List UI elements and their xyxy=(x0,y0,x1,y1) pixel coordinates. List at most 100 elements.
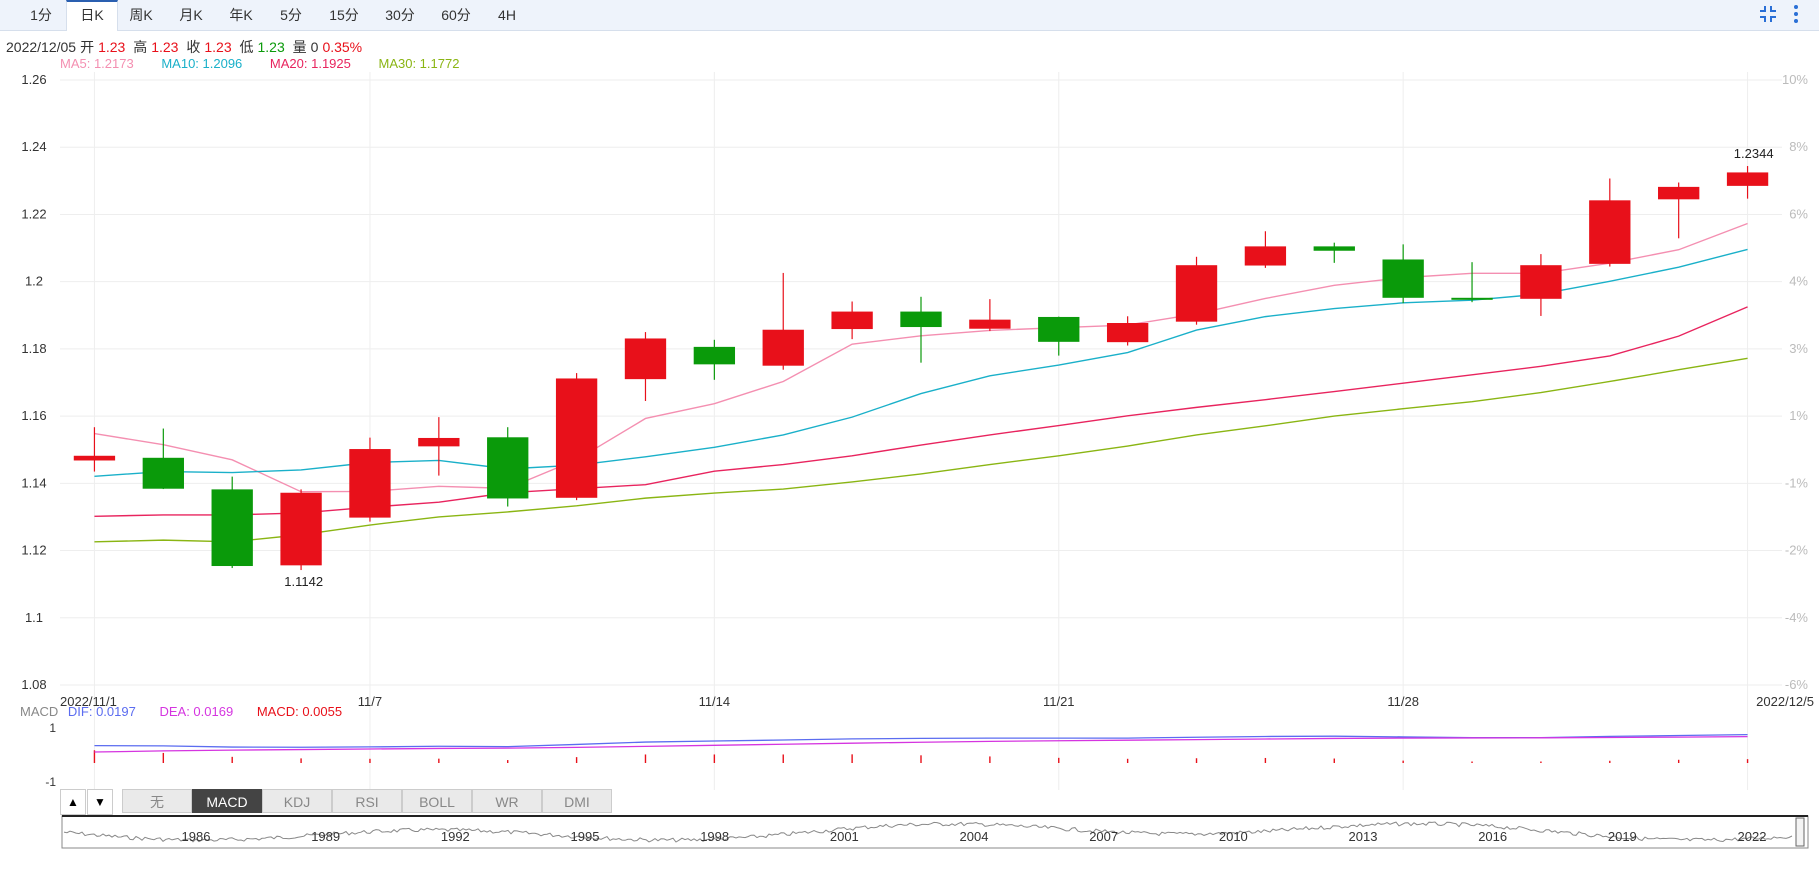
indicator-tab-4[interactable]: BOLL xyxy=(402,789,472,813)
candle-body xyxy=(693,346,736,365)
overview-year-label: 2022 xyxy=(1738,829,1767,844)
tab-30min[interactable]: 30分 xyxy=(385,7,415,23)
tab-daily-k[interactable]: 日K xyxy=(66,0,118,31)
candle-body xyxy=(1726,172,1769,186)
pct-tick-label: 4% xyxy=(1789,274,1808,289)
indicator-tab-5[interactable]: WR xyxy=(472,789,542,813)
dif-line xyxy=(94,734,1748,748)
candle-body xyxy=(1589,200,1631,264)
scroll-up-button[interactable]: ▲ xyxy=(60,789,86,815)
ma20-legend: MA20: 1.1925 xyxy=(269,56,351,71)
pct-tick-label: 10% xyxy=(1782,72,1808,87)
dif-legend: DIF: 0.0197 xyxy=(67,704,136,719)
overview-frame xyxy=(61,815,1809,849)
low-value: 1.23 xyxy=(257,39,285,55)
indicator-tab-0[interactable]: 无 xyxy=(122,789,192,813)
high-label: 高 xyxy=(133,39,148,55)
overview-year-label: 1989 xyxy=(311,829,340,844)
candle-body xyxy=(1175,265,1218,322)
ma5-line xyxy=(94,222,1748,493)
ma5-legend: MA5: 1.2173 xyxy=(60,56,134,71)
price-annotation: 1.1142 xyxy=(284,574,323,589)
pct-tick-label: -2% xyxy=(1785,543,1809,558)
pct-tick-label: -4% xyxy=(1785,610,1809,625)
candle-body xyxy=(349,449,391,518)
pct-tick-label: 3% xyxy=(1789,341,1808,356)
tab-15min[interactable]: 15分 xyxy=(329,7,359,23)
candle-body xyxy=(1106,323,1149,343)
indicator-tab-6[interactable]: DMI xyxy=(542,789,612,813)
y-tick-label: 1.14 xyxy=(21,475,46,490)
ma10-line xyxy=(94,248,1748,477)
overview-handle xyxy=(1795,817,1805,847)
price-annotation: 1.2344 xyxy=(1734,146,1774,161)
y-tick-label: 1.18 xyxy=(21,341,46,356)
overview-year-label: 2001 xyxy=(830,829,859,844)
overview-year-label: 1995 xyxy=(571,829,600,844)
candle-body xyxy=(624,338,667,380)
pct-tick-label: 6% xyxy=(1789,206,1808,221)
indicator-tab-1[interactable]: MACD xyxy=(192,789,262,813)
candle-body xyxy=(969,319,1011,329)
tab-weekly-k[interactable]: 周K xyxy=(129,7,153,23)
candle-body xyxy=(1244,246,1287,266)
info-date: 2022/12/05 xyxy=(6,39,77,55)
candle-body xyxy=(1382,259,1424,298)
x-tick-label: 2022/12/5 xyxy=(1756,694,1814,709)
candle-body xyxy=(73,455,116,461)
ma30-line xyxy=(94,357,1748,543)
macd-legend-title: MACD xyxy=(20,704,59,719)
y-tick-label: 1.26 xyxy=(21,72,46,87)
ma30-legend: MA30: 1.1772 xyxy=(378,56,460,71)
candle-body xyxy=(900,311,942,328)
overview-year-label: 2013 xyxy=(1349,829,1378,844)
ma10-legend: MA10: 1.2096 xyxy=(161,56,243,71)
tab-5min[interactable]: 5分 xyxy=(280,7,302,23)
more-vertical-icon[interactable] xyxy=(1790,3,1802,25)
period-toolbar: 1分 日K 周K 月K 年K 5分 15分 30分 60分 4H xyxy=(0,0,1819,31)
ma-legend: MA5: 1.2173 MA10: 1.2096 MA20: 1.1925 MA… xyxy=(60,56,483,71)
close-label: 收 xyxy=(186,39,201,55)
macd-value-legend: MACD: 0.0055 xyxy=(256,704,343,719)
scroll-down-button[interactable]: ▼ xyxy=(87,789,113,815)
y-tick-label: 1.08 xyxy=(21,677,46,692)
tab-4h[interactable]: 4H xyxy=(498,7,516,23)
y-tick-label: 1.2 xyxy=(25,274,43,289)
candle-body xyxy=(1313,246,1355,251)
dea-line xyxy=(94,735,1748,753)
indicator-tab-3[interactable]: RSI xyxy=(332,789,402,813)
tab-yearly-k[interactable]: 年K xyxy=(229,7,253,23)
overview-year-label: 1986 xyxy=(182,829,211,844)
overview-year-label: 2016 xyxy=(1478,829,1507,844)
pct-tick-label: -6% xyxy=(1785,677,1809,692)
dea-legend: DEA: 0.0169 xyxy=(159,704,234,719)
overview-year-label: 2019 xyxy=(1608,829,1637,844)
y-tick-label: 1.24 xyxy=(21,139,46,154)
y-tick-label: 1.12 xyxy=(21,543,46,558)
tab-1min[interactable]: 1分 xyxy=(30,7,52,23)
high-value: 1.23 xyxy=(151,39,179,55)
open-label: 开 xyxy=(80,39,95,55)
candle-body xyxy=(418,437,460,447)
candle-body xyxy=(142,457,184,489)
tab-monthly-k[interactable]: 月K xyxy=(179,7,203,23)
indicator-tab-2[interactable]: KDJ xyxy=(262,789,332,813)
ohlc-info-bar: 2022/12/05 开 1.23 高 1.23 收 1.23 低 1.23 量 0 0.35… xyxy=(6,37,366,57)
x-tick-label: 11/21 xyxy=(1043,694,1075,709)
pct-tick-label: 1% xyxy=(1789,408,1808,423)
y-tick-label: 1.22 xyxy=(21,206,46,221)
tab-60min[interactable]: 60分 xyxy=(441,7,471,23)
collapse-icon[interactable] xyxy=(1757,3,1779,25)
candle-body xyxy=(555,378,598,498)
y-tick-label: 1.16 xyxy=(21,408,46,423)
candle-body xyxy=(831,311,873,330)
candle-body xyxy=(762,329,804,366)
candle-body xyxy=(487,437,529,499)
candle-body xyxy=(1451,297,1493,300)
macd-legend: MACD DIF: 0.0197 DEA: 0.0169 MACD: 0.005… xyxy=(20,704,362,719)
low-label: 低 xyxy=(239,39,254,55)
overview-line xyxy=(63,821,1793,843)
overview-year-label: 2004 xyxy=(960,829,989,844)
volume-value: 0 xyxy=(310,39,319,55)
x-tick-label: 11/28 xyxy=(1387,694,1419,709)
